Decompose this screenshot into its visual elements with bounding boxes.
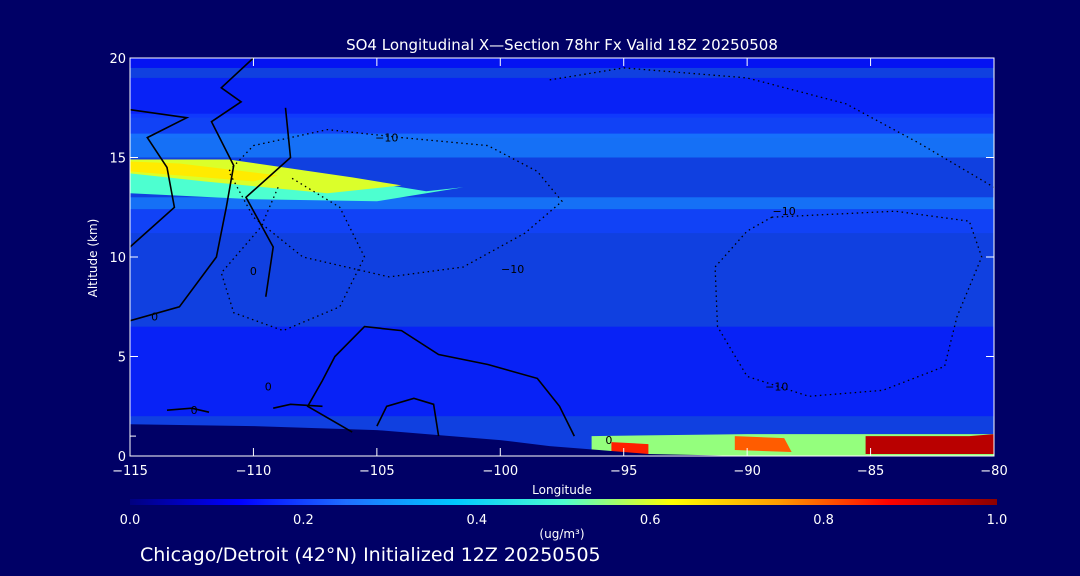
- colorbar-label: (ug/m³): [539, 527, 584, 541]
- contour-temp-0-west: [166, 407, 210, 413]
- contour-label: 0: [191, 404, 198, 417]
- contour-label: −10: [765, 380, 788, 393]
- contour-temp-0-mid: [376, 397, 440, 437]
- contour-label: 0: [151, 311, 158, 324]
- concentration-surface-mid-red: [734, 436, 792, 452]
- y-tick-label: 15: [109, 152, 126, 167]
- contour-label: −10: [501, 263, 524, 276]
- x-tick-label: −85: [857, 464, 884, 479]
- y-axis-label: Altitude (km): [86, 219, 100, 298]
- y-tick-label: 5: [118, 351, 126, 366]
- chart-title: SO4 Longitudinal X—Section 78hr Fx Valid…: [346, 36, 778, 54]
- colorbar-ticks: 0.0 0.2 0.4 0.6 0.8 1.0: [120, 513, 1008, 528]
- footer-text: Chicago/Detroit (42°N) Initialized 12Z 2…: [140, 544, 601, 566]
- background-band: [130, 326, 994, 417]
- y-tick-label: 10: [109, 251, 126, 266]
- x-tick-label: −100: [482, 464, 518, 479]
- x-tick-label: −95: [610, 464, 637, 479]
- contour-label: 0: [605, 434, 612, 447]
- background-band: [130, 58, 994, 68]
- contour-temp-0-c: [244, 107, 292, 297]
- x-axis-label: Longitude: [532, 483, 592, 497]
- contour-label: −10: [375, 132, 398, 145]
- colorbar-tick-label: 0.4: [466, 513, 487, 528]
- contour-temp-0: [130, 108, 190, 248]
- background-band: [130, 133, 994, 158]
- x-axis: −115 −110 −105 −100 −95 −90 −85 −80: [112, 58, 1008, 479]
- contour-label: 0: [250, 265, 257, 278]
- contour-label: −10: [773, 205, 796, 218]
- colorbar-tick-label: 0.0: [120, 513, 141, 528]
- x-tick-label: −110: [236, 464, 272, 479]
- terrain-mask: [130, 424, 994, 456]
- x-tick-label: −115: [112, 464, 148, 479]
- colorbar-tick-label: 1.0: [987, 513, 1008, 528]
- y-axis: 0 5 10 15 20: [109, 52, 994, 465]
- contour-temp-0-b: [130, 58, 254, 322]
- background-band: [130, 197, 994, 210]
- x-tick-label: −105: [359, 464, 395, 479]
- contour-label: 0: [265, 380, 272, 393]
- background-band: [130, 113, 994, 138]
- y-tick-label: 20: [109, 52, 126, 67]
- colorbar: [130, 499, 997, 505]
- background-band: [130, 209, 994, 234]
- contour-temp-minus10-west: [227, 128, 563, 278]
- colorbar-tick-label: 0.6: [640, 513, 661, 528]
- x-tick-label: −90: [733, 464, 760, 479]
- contour-temp-0-lower: [306, 325, 576, 437]
- plot-area: −10 −10 −10 −10 0 0 0 0 0: [130, 58, 994, 456]
- background-band: [130, 77, 994, 118]
- contour-temp-0-mid2: [273, 403, 323, 409]
- x-tick-label: −80: [980, 464, 1007, 479]
- y-tick-label: 0: [118, 450, 126, 465]
- colorbar-tick-label: 0.2: [293, 513, 314, 528]
- colorbar-tick-label: 0.8: [813, 513, 834, 528]
- concentration-surface-east-red: [865, 434, 994, 454]
